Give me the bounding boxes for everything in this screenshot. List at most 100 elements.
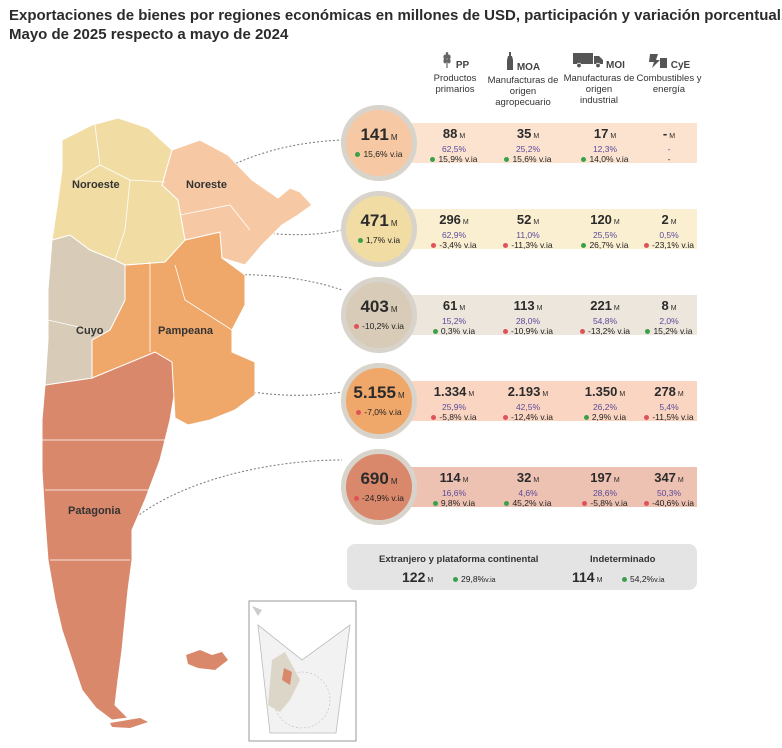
cell-var: 45,2% v.ia [493,498,563,508]
category-desc-moi-3: industrial [579,95,619,106]
region-total-var-suffix: v.ia [389,149,403,159]
map-label-pampeana: Pampeana [158,325,214,337]
cell-value-unit: M [533,477,540,484]
cell-cuyo-pp: 61 M 15,2% 0,3% v.ia [425,299,483,336]
region-total-var-suffix: v.ia [388,407,402,417]
negative-dot-icon [503,415,509,421]
cell-value: 61 M [425,299,483,316]
cell-value-unit: M [669,133,676,140]
cell-value-unit: M [459,133,466,140]
foreign-platform-label: Extranjero y plataforma continental [379,554,539,565]
region-total: 5.155 M [346,384,412,405]
region-total-circle-noroeste: 471 M 1,7% v.ia [341,191,417,267]
cell-value-number: 120 [590,212,612,227]
cell-patagonia-cye: 347 M 50,3% -40,6% v.ia [637,471,701,508]
fuel-icon [648,52,668,71]
negative-dot-icon [580,329,586,335]
map-label-noroeste: Noroeste [72,179,120,191]
cell-var-suffix: v.ia [462,326,476,336]
cell-value-number: 52 [516,212,532,227]
region-total-unit: M [390,219,398,228]
cell-var: -40,6% v.ia [637,498,701,508]
cell-noreste-pp: 88 M 62,5% 15,9% v.ia [425,127,483,164]
cell-value-unit: M [533,133,540,140]
cell-value: 120 M [568,213,642,230]
leader-line-patagonia [129,459,343,523]
cell-var: -11,5% v.ia [637,412,701,422]
cell-value: 2.193 M [493,385,563,402]
province-borders [42,124,251,561]
cell-var-suffix: v.ia [617,326,630,336]
positive-dot-icon [504,157,510,163]
region-total: 471 M [346,212,412,233]
cell-var-value: 9,8% [440,498,461,508]
cell-value-unit: M [459,305,466,312]
cell-var: -12,4% v.ia [493,412,563,422]
cell-var-value: 15,2% [653,326,678,336]
undetermined-var-value: 54,2% [630,574,655,584]
region-total-circle-noreste: 141 M 15,6% v.ia [341,105,417,181]
cell-value: 35 M [493,127,563,144]
cell-var-suffix: v.ia [613,412,627,422]
cell-value-unit: M [462,219,469,226]
cell-var: -23,1% v.ia [637,240,701,250]
region-total-var-suffix: v.ia [391,321,404,331]
cell-var: - [637,154,701,164]
positive-dot-icon [581,243,587,249]
positive-dot-icon [504,501,510,507]
cell-var-value: 26,7% [589,240,614,250]
category-desc-pp-1: Productos [433,73,477,84]
cell-share: 12,3% [592,144,618,154]
cell-share: 50,3% [656,488,682,498]
wheat-icon [441,52,453,71]
cell-var-suffix: v.ia [463,412,477,422]
negative-dot-icon [356,410,362,416]
undetermined-var-suffix: v.ia [654,576,665,584]
negative-dot-icon [354,324,360,330]
cell-value-number: 2.193 [507,384,541,399]
negative-dot-icon [431,415,437,421]
cell-value: 52 M [493,213,563,230]
cell-var-value: -11,5% [652,412,679,422]
cell-value: 296 M [425,213,483,230]
cell-value-unit: M [670,219,677,226]
cell-pampeana-moi: 1.350 M 26,2% 2,9% v.ia [568,385,642,422]
cell-var-suffix: v.ia [540,412,553,422]
leader-line-cuyo [89,274,343,309]
cell-value: 278 M [637,385,701,402]
cell-value: 113 M [493,299,563,316]
cell-var-suffix: v.ia [540,326,553,336]
cell-value: 17 M [568,127,642,144]
cell-var-suffix: v.ia [538,498,552,508]
cell-value-unit: M [468,391,475,398]
cell-value-unit: M [542,391,549,398]
cell-value-number: 17 [593,126,609,141]
negative-dot-icon [644,501,650,507]
cell-share: 28,6% [592,488,618,498]
region-total-var-suffix: v.ia [387,235,401,245]
cell-share: 16,6% [441,488,467,498]
cell-var-suffix: v.ia [538,154,552,164]
cell-var-value: -12,4% [511,412,538,422]
cell-share: 5,4% [659,402,679,412]
cell-share: 25,2% [515,144,541,154]
cell-var-value: 0,3% [440,326,461,336]
cell-value: 221 M [568,299,642,316]
region-total: 690 M [346,470,412,491]
truck-icon [573,52,604,71]
region-total-var: -10,2% v.ia [346,321,412,331]
category-desc-moi-2: origen [585,84,613,95]
category-desc-moa-1: Manufacturas de [487,75,559,86]
cell-value-number: 1.350 [584,384,618,399]
region-noroeste [51,117,186,266]
cell-var-suffix: v.ia [614,498,628,508]
region-total-var: 15,6% v.ia [346,149,412,159]
positive-dot-icon [622,577,627,583]
cell-value-number: 35 [516,126,532,141]
cell-cuyo-moi: 221 M 54,8% -13,2% v.ia [568,299,642,336]
cell-value: 197 M [568,471,642,488]
cell-value-number: 1.334 [433,384,467,399]
